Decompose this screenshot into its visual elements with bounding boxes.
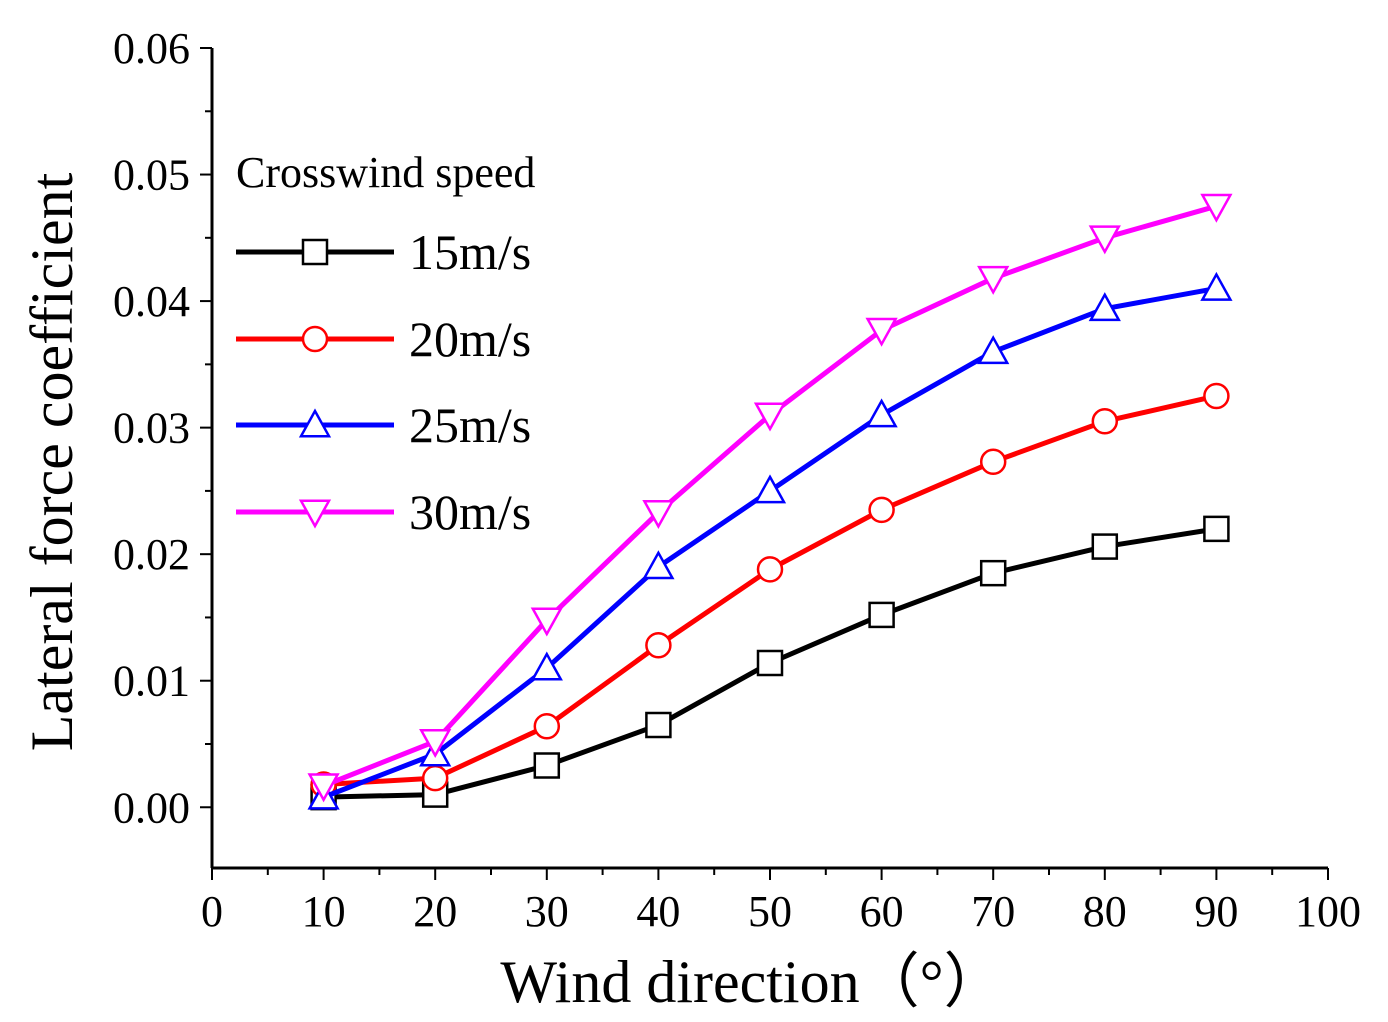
data-point	[421, 764, 449, 792]
data-point	[530, 651, 563, 681]
data-point	[533, 713, 561, 740]
data-point	[642, 550, 675, 580]
y-tick-label: 0.01	[113, 657, 190, 706]
data-point	[865, 398, 898, 428]
legend-swatch-marker	[298, 499, 332, 529]
data-point	[1088, 292, 1121, 322]
x-tick-label: 50	[748, 887, 792, 936]
x-axis-title: Wind direction（°）	[500, 949, 1003, 1015]
series-20m/s	[310, 382, 1230, 798]
x-tick-label: 20	[413, 887, 457, 936]
data-point	[1203, 515, 1230, 543]
series-25m/s	[307, 271, 1233, 810]
data-point	[645, 632, 672, 659]
data-point	[1091, 408, 1119, 435]
data-point	[419, 729, 452, 759]
data-point	[307, 773, 340, 803]
data-point	[977, 265, 1010, 295]
x-tick-label: 60	[860, 887, 904, 936]
y-tick-label: 0.03	[113, 404, 190, 453]
data-point	[977, 335, 1010, 365]
x-tick-label: 100	[1295, 887, 1361, 936]
series-30m/s	[307, 193, 1233, 803]
x-tick-label: 70	[971, 887, 1015, 936]
axes: 0 10 20 30 40 50 60 70 80 90 100 0.00 0.01 0.02 0.03 0.…	[113, 24, 1361, 936]
data-point	[979, 448, 1007, 476]
data-point	[1088, 225, 1121, 255]
data-point	[868, 496, 895, 524]
data-point	[979, 559, 1007, 587]
series-15m/s	[310, 515, 1230, 811]
data-point	[1200, 193, 1233, 223]
y-tick-label: 0.00	[113, 783, 190, 832]
x-tick-label: 90	[1194, 887, 1238, 936]
data-point	[756, 556, 784, 583]
legend-label: 15m/s	[409, 224, 531, 280]
x-tick-label: 10	[302, 887, 346, 936]
y-tick-label: 0.04	[113, 277, 190, 326]
data-point	[865, 317, 898, 347]
data-point	[756, 649, 784, 677]
x-tick-label: 0	[201, 887, 223, 936]
legend-label: 20m/s	[409, 311, 531, 367]
data-point	[1200, 271, 1233, 301]
data-point	[530, 607, 563, 637]
legend-label: 25m/s	[409, 397, 531, 453]
data-point	[642, 499, 675, 529]
x-tick-label: 40	[636, 887, 680, 936]
data-point	[753, 402, 787, 432]
y-axis-title: Lateral force coefficient	[19, 172, 85, 751]
data-point	[753, 474, 787, 504]
data-point	[1203, 382, 1230, 410]
data-point	[645, 711, 672, 739]
x-tick-label: 30	[525, 887, 569, 936]
y-tick-label: 0.02	[113, 530, 190, 579]
x-tick-label: 80	[1083, 887, 1127, 936]
legend: Crosswind speed 15m/s 20m/s 25m/s 30m/s	[236, 148, 535, 540]
legend-swatch-marker	[301, 238, 329, 266]
data-point	[533, 752, 561, 779]
data-point	[868, 601, 895, 629]
legend-title: Crosswind speed	[236, 148, 535, 197]
data-point	[1091, 533, 1119, 560]
series-line	[323, 393, 1217, 787]
y-tick-label: 0.05	[113, 151, 190, 200]
series-layer	[307, 193, 1233, 811]
legend-swatch-marker	[301, 325, 329, 353]
legend-label: 30m/s	[409, 484, 531, 540]
y-tick-label: 0.06	[113, 24, 190, 73]
legend-swatch-marker	[298, 408, 332, 438]
